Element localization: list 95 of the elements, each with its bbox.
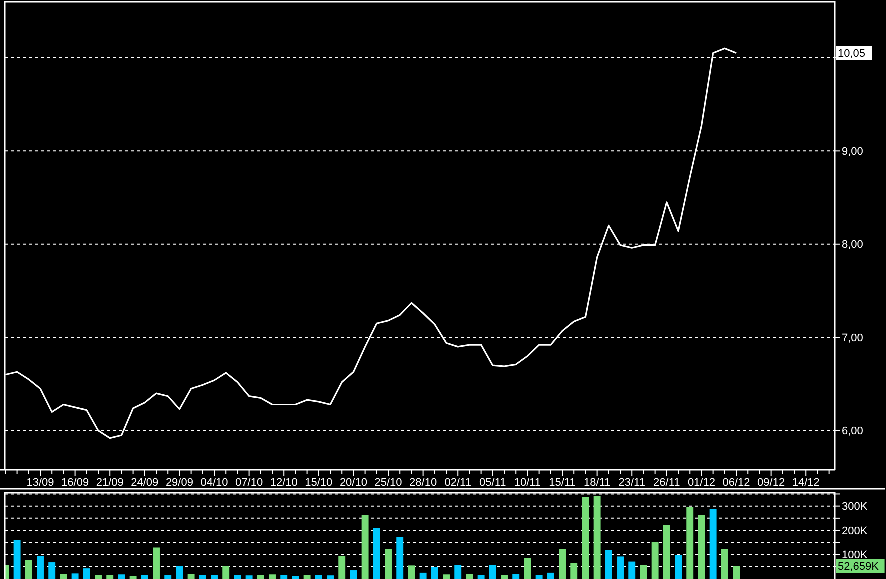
bar xyxy=(559,549,566,579)
bar xyxy=(570,563,578,579)
x-tick-label: 14/12 xyxy=(792,477,820,489)
bar xyxy=(478,575,485,579)
bar xyxy=(211,575,218,579)
bar xyxy=(443,574,450,579)
bar xyxy=(257,575,264,579)
bar xyxy=(280,575,288,579)
y-tick-label: 8,00 xyxy=(842,239,864,252)
bar xyxy=(582,497,590,579)
bar xyxy=(246,576,253,579)
bar xyxy=(501,575,508,579)
text: 52,659K xyxy=(838,561,880,574)
bar xyxy=(25,560,32,579)
bar xyxy=(489,565,496,579)
bar xyxy=(536,575,543,579)
x-tick-label: 01/12 xyxy=(688,477,716,489)
x-tick-label: 18/11 xyxy=(584,477,611,489)
bar xyxy=(512,574,520,579)
y-tick-label: 7,00 xyxy=(842,332,864,344)
bar xyxy=(48,562,56,579)
bar xyxy=(338,556,346,579)
bar xyxy=(199,575,206,579)
y-tick-label: 100K xyxy=(842,550,868,562)
bar xyxy=(524,558,532,579)
y-tick-label: 9,00 xyxy=(842,146,864,158)
bar xyxy=(605,550,612,579)
bar xyxy=(628,562,636,579)
bar xyxy=(454,565,462,579)
bar xyxy=(396,537,404,579)
x-tick-label: 16/09 xyxy=(62,477,90,489)
x-tick-label: 06/12 xyxy=(722,477,750,489)
x-tick-label: 10/11 xyxy=(514,477,542,489)
x-tick-label: 04/10 xyxy=(200,477,228,489)
x-tick-label: 28/10 xyxy=(410,477,438,489)
x-tick-label: 24/09 xyxy=(131,477,159,489)
bar xyxy=(72,574,79,579)
bar xyxy=(408,566,416,579)
bar xyxy=(385,549,392,579)
bar xyxy=(373,528,380,579)
bar xyxy=(164,575,172,579)
bar xyxy=(640,565,648,579)
bar xyxy=(594,496,601,579)
bar xyxy=(222,566,230,579)
bar xyxy=(431,567,438,579)
bar xyxy=(663,525,670,579)
x-tick-label: 25/10 xyxy=(374,477,402,489)
x-tick-label: 29/09 xyxy=(166,477,194,489)
bar xyxy=(315,575,322,579)
bar xyxy=(95,575,102,579)
bar xyxy=(675,555,682,579)
x-tick-label: 21/09 xyxy=(96,477,124,489)
bar xyxy=(60,574,68,579)
bar xyxy=(141,575,148,579)
bar xyxy=(686,507,694,579)
bar xyxy=(14,540,21,579)
bar xyxy=(304,575,311,579)
y-tick-label: 300K xyxy=(842,501,868,514)
x-tick-label: 12/10 xyxy=(270,477,298,489)
bar xyxy=(188,574,195,579)
bar xyxy=(721,549,728,579)
text: 10,05 xyxy=(838,48,866,60)
bar xyxy=(362,515,369,579)
bar xyxy=(153,548,160,579)
bar xyxy=(327,576,334,579)
x-tick-label: 13/09 xyxy=(26,477,54,489)
bar xyxy=(710,508,717,579)
x-tick-label: 05/11 xyxy=(480,477,506,489)
bar xyxy=(466,574,474,579)
x-tick-label: 07/10 xyxy=(236,477,264,489)
x-tick-label: 26/11 xyxy=(654,477,680,489)
bar xyxy=(176,566,184,579)
x-tick-label: 02/11 xyxy=(444,477,472,489)
x-tick-label: 23/11 xyxy=(618,477,646,489)
bar xyxy=(420,572,427,579)
x-tick-label: 15/10 xyxy=(305,477,333,489)
bar xyxy=(698,515,706,579)
bar xyxy=(37,556,44,579)
bar xyxy=(547,572,554,579)
bar xyxy=(617,556,624,579)
bar xyxy=(733,566,740,579)
bar xyxy=(118,574,126,579)
bar xyxy=(652,542,659,579)
bar xyxy=(234,575,242,579)
bar xyxy=(292,576,300,579)
x-tick-label: 15/11 xyxy=(549,477,576,489)
bar xyxy=(83,568,90,579)
x-tick-label: 20/10 xyxy=(340,477,368,489)
bar xyxy=(130,576,137,579)
x-tick-label: 09/12 xyxy=(758,477,786,489)
y-tick-label: 6,00 xyxy=(842,426,864,438)
bar xyxy=(350,570,358,579)
bar xyxy=(106,575,114,579)
bar xyxy=(269,574,276,579)
y-tick-label: 200K xyxy=(842,525,868,538)
